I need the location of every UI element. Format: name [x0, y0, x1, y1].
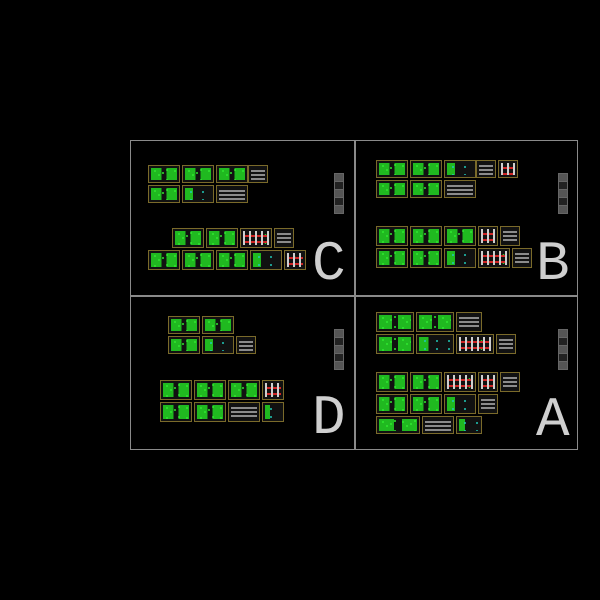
sheet-thumb: [410, 180, 442, 198]
scale-bar-bl: [334, 330, 344, 370]
sheet-thumb: [416, 334, 454, 354]
sheet-thumb: [444, 160, 476, 178]
sheet-thumb: [194, 402, 226, 422]
sheet-thumb: [410, 372, 442, 392]
sheet-thumb: [410, 394, 442, 414]
sheet-thumb: [250, 250, 282, 270]
sheet-thumb: [476, 160, 496, 178]
sheet-thumb: [160, 380, 192, 400]
sheet-thumb: [376, 226, 408, 246]
sheet-thumb: [376, 372, 408, 392]
sheet-thumb: [172, 228, 204, 248]
cad-sheetset-canvas: C B D A: [0, 0, 600, 600]
sheet-thumb: [376, 416, 420, 434]
grid-divider-h: [130, 295, 578, 297]
sheet-thumb: [274, 228, 294, 248]
sheet-thumb: [376, 180, 408, 198]
sheet-thumb: [148, 250, 180, 270]
sheet-thumb: [216, 185, 248, 203]
sheet-thumb: [248, 165, 268, 183]
sheet-thumb: [444, 180, 476, 198]
scale-bar-tl: [334, 174, 344, 214]
sheet-thumb: [416, 312, 454, 332]
sheet-thumb: [478, 248, 510, 268]
sheet-thumb: [202, 316, 234, 334]
sheet-thumb: [216, 250, 248, 270]
sheet-thumb: [376, 334, 414, 354]
sheet-thumb: [168, 336, 200, 354]
sheet-thumb: [182, 250, 214, 270]
sheet-thumb: [478, 372, 498, 392]
sheet-thumb: [376, 312, 414, 332]
sheet-thumb: [228, 402, 260, 422]
sheet-thumb: [498, 160, 518, 178]
block-label-b: B: [536, 236, 568, 292]
sheet-thumb: [148, 185, 180, 203]
sheet-thumb: [512, 248, 532, 268]
sheet-thumb: [478, 394, 498, 414]
sheet-thumb: [182, 165, 214, 183]
sheet-thumb: [456, 312, 482, 332]
sheet-thumb: [168, 316, 200, 334]
sheet-thumb: [496, 334, 516, 354]
sheet-thumb: [262, 402, 284, 422]
sheet-thumb: [240, 228, 272, 248]
scale-bar-tr: [558, 174, 568, 214]
sheet-thumb: [202, 336, 234, 354]
sheet-thumb: [182, 185, 214, 203]
sheet-thumb: [376, 248, 408, 268]
sheet-thumb: [410, 226, 442, 246]
sheet-thumb: [444, 226, 476, 246]
block-label-c: C: [312, 236, 344, 292]
sheet-thumb: [500, 226, 520, 246]
sheet-thumb: [444, 372, 476, 392]
sheet-thumb: [262, 380, 284, 400]
block-label-d: D: [312, 390, 344, 446]
sheet-thumb: [478, 226, 498, 246]
sheet-thumb: [456, 416, 482, 434]
sheet-thumb: [206, 228, 238, 248]
sheet-thumb: [376, 160, 408, 178]
sheet-thumb: [160, 402, 192, 422]
sheet-thumb: [410, 160, 442, 178]
sheet-thumb: [148, 165, 180, 183]
sheet-thumb: [410, 248, 442, 268]
sheet-thumb: [194, 380, 226, 400]
block-label-a: A: [536, 392, 568, 448]
scale-bar-br: [558, 330, 568, 370]
sheet-thumb: [216, 165, 248, 183]
sheet-thumb: [376, 394, 408, 414]
sheet-thumb: [444, 248, 476, 268]
sheet-thumb: [284, 250, 306, 270]
sheet-thumb: [500, 372, 520, 392]
sheet-thumb: [228, 380, 260, 400]
sheet-thumb: [236, 336, 256, 354]
sheet-thumb: [456, 334, 494, 354]
sheet-thumb: [422, 416, 454, 434]
sheet-thumb: [444, 394, 476, 414]
